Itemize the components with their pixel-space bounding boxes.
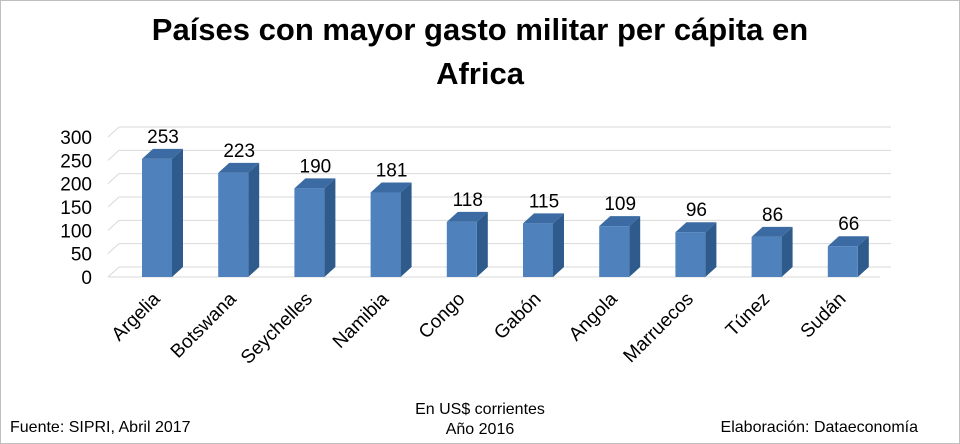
bar-top <box>446 211 488 222</box>
units-note: En US$ corrientes Año 2016 <box>330 400 630 440</box>
year-label: Año 2016 <box>445 421 515 438</box>
data-label: 115 <box>529 191 559 212</box>
gridline-side <box>107 173 120 185</box>
bar-side <box>781 226 793 277</box>
data-label: 118 <box>453 190 483 211</box>
data-label: 223 <box>223 141 255 162</box>
x-tick-label: Gabón <box>490 289 545 344</box>
y-tick-label: 150 <box>60 198 92 219</box>
gridline-side <box>107 149 120 161</box>
data-label: 109 <box>604 194 636 215</box>
bar <box>446 221 477 277</box>
y-tick-label: 300 <box>60 128 92 149</box>
data-label: 181 <box>376 161 408 182</box>
bar <box>827 246 858 277</box>
x-tick-label: Marruecos <box>620 289 698 367</box>
bar-side <box>400 182 412 277</box>
y-tick-label: 100 <box>60 221 92 242</box>
bar <box>294 188 325 277</box>
chart-title-line1: Países con mayor gasto militar per cápit… <box>151 12 809 47</box>
x-tick-label: Botswana <box>167 288 241 362</box>
bar-side <box>857 236 869 277</box>
bar <box>142 158 172 277</box>
bar-top <box>370 182 412 193</box>
bar-top <box>827 236 869 247</box>
gridline-side <box>107 219 120 231</box>
y-tick-label: 0 <box>81 268 92 289</box>
x-tick-label: Congo <box>415 289 469 343</box>
source-note: Fuente: SIPRI, Abril 2017 <box>10 419 191 436</box>
bar-top <box>523 213 564 224</box>
gridline-side <box>107 243 120 255</box>
data-label: 66 <box>838 214 859 235</box>
x-tick-label: Seychelles <box>237 289 317 369</box>
data-label: 96 <box>686 200 707 221</box>
x-tick-label: Sudán <box>797 289 851 343</box>
bar-side <box>476 211 488 277</box>
bar <box>599 226 630 277</box>
bar-top <box>599 216 641 227</box>
y-tick-label: 50 <box>71 245 92 266</box>
x-tick-label: Argelia <box>108 288 165 345</box>
x-tick-label: Túnez <box>722 289 774 341</box>
bar <box>523 223 553 277</box>
data-label: 190 <box>300 156 332 177</box>
gridline-side <box>107 266 120 278</box>
bar-top <box>218 162 260 173</box>
bar-top <box>294 178 336 189</box>
bar-side <box>324 178 336 277</box>
bar-side <box>172 148 183 277</box>
credit-note: Elaboración: Dataeconomía <box>720 419 918 436</box>
bar <box>218 172 249 277</box>
bar-top <box>751 226 793 237</box>
bar-top <box>675 222 717 233</box>
bar <box>675 232 706 277</box>
x-tick-label: Namibia <box>329 288 393 352</box>
chart-title-line2: Africa <box>436 56 524 91</box>
gridline-side <box>107 196 120 208</box>
y-tick-label: 250 <box>60 151 92 172</box>
data-label: 253 <box>147 127 179 148</box>
y-tick-label: 200 <box>60 175 92 196</box>
x-tick-label: Angola <box>565 288 622 345</box>
bar <box>370 192 401 277</box>
bar-side <box>553 213 564 277</box>
bar-top <box>142 148 183 159</box>
gridline-side <box>107 126 120 138</box>
data-label: 86 <box>762 205 783 226</box>
bar-side <box>705 222 717 277</box>
bar-side <box>629 216 641 277</box>
bar-side <box>248 162 260 277</box>
bar <box>751 236 782 277</box>
units-label: En US$ corrientes <box>415 401 545 418</box>
